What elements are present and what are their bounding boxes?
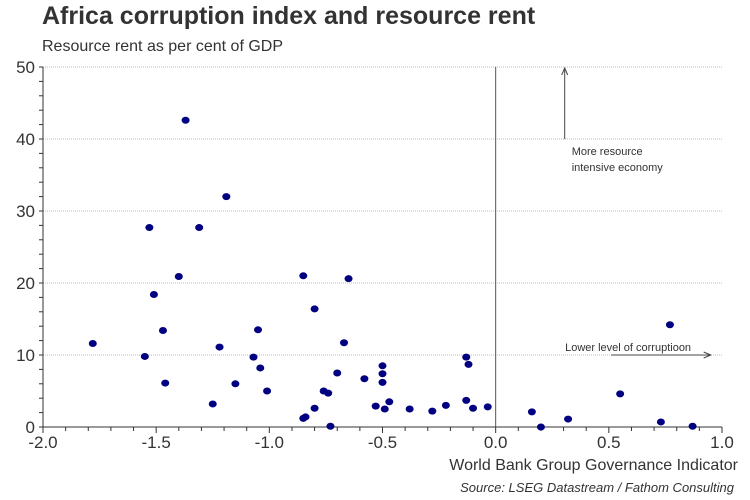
data-point [254,326,263,334]
data-point [158,327,167,335]
data-point [263,387,272,395]
data-point [405,405,414,413]
x-tick-label: -1.0 [255,433,284,452]
x-axis-label: World Bank Group Governance Indicator [449,457,738,474]
chart-subtitle: Resource rent as per cent of GDP [42,38,283,55]
x-tick-label: 0.5 [597,433,621,452]
data-point [301,413,310,421]
y-tick-label: 10 [16,346,35,365]
data-point [527,408,536,416]
x-tick-label: -0.5 [368,433,397,452]
data-point [299,272,308,280]
data-point [378,370,387,378]
data-point [380,405,389,413]
data-point [483,403,492,411]
data-point [371,402,380,410]
data-point [385,398,394,406]
data-point [181,116,190,124]
data-point [231,380,240,388]
y-tick-label: 30 [16,202,35,221]
source-note: Source: LSEG Datastream / Fathom Consult… [460,480,734,495]
data-point [360,375,369,383]
data-point [378,378,387,386]
data-point [208,400,217,408]
annotation-text: intensive economy [572,162,664,174]
data-point [469,404,478,412]
annotation-text: More resource [572,146,643,158]
data-point [310,404,319,412]
data-point [174,273,183,281]
annotation-text: Lower level of corruptioon [565,342,691,354]
data-point [149,291,158,299]
data-point [428,407,437,415]
x-tick-label: -2.0 [28,433,57,452]
y-tick-label: 20 [16,274,35,293]
data-point [145,224,154,232]
data-point [140,352,149,360]
data-point [462,353,471,361]
data-point [340,339,349,347]
data-point [215,343,224,351]
data-point [665,321,674,329]
data-point [616,390,625,398]
data-point [462,396,471,404]
y-tick-label: 40 [16,130,35,149]
data-point [256,364,265,372]
data-point [688,422,697,430]
data-point [536,423,545,431]
data-point [441,401,450,409]
data-point [88,339,97,347]
data-point [378,362,387,370]
data-point [161,379,170,387]
data-point [195,224,204,232]
data-point [324,389,333,397]
data-point [310,305,319,313]
x-tick-label: 0.0 [484,433,508,452]
data-point [222,193,231,201]
data-point [656,418,665,426]
data-point [333,369,342,377]
x-tick-label: -1.5 [142,433,171,452]
data-point [249,353,258,361]
y-tick-label: 0 [26,418,35,437]
chart-title: Africa corruption index and resource ren… [42,2,536,30]
data-point [326,422,335,430]
data-point [464,360,473,368]
x-tick-label: 1.0 [710,433,734,452]
y-tick-label: 50 [16,58,35,77]
data-point [564,415,573,423]
data-point [344,275,353,283]
